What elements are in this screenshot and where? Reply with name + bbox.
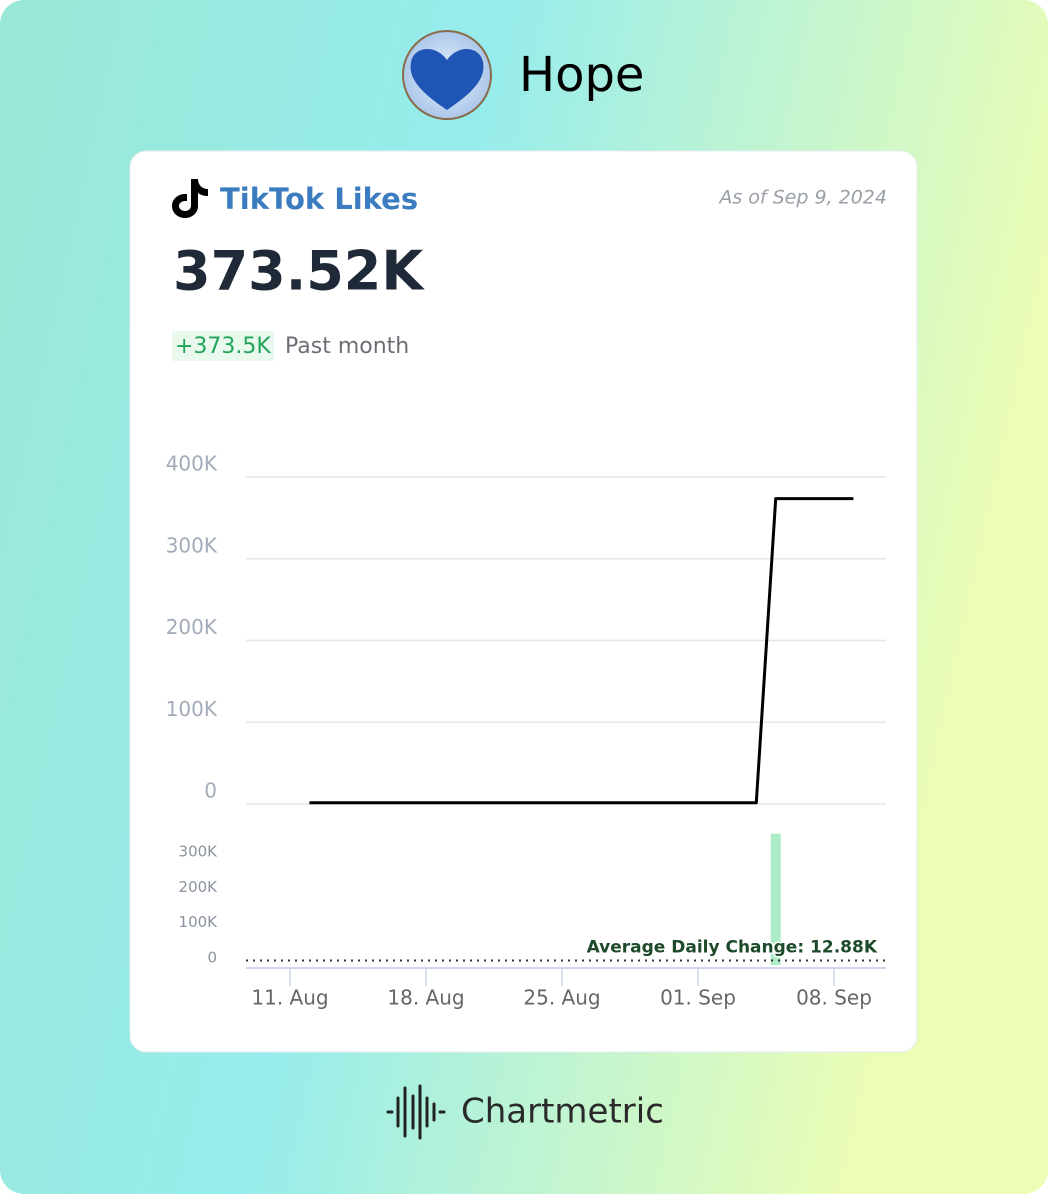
y-tick-label: 200K	[166, 615, 218, 639]
x-tick-label: 18. Aug	[387, 986, 464, 1010]
y2-tick-label: 100K	[179, 913, 219, 931]
brand: Chartmetric	[461, 1092, 664, 1132]
card-title: TikTok Likes	[220, 182, 418, 216]
bar	[770, 833, 781, 965]
y-tick-label: 300K	[166, 533, 218, 557]
x-tick-label: 01. Sep	[660, 986, 736, 1010]
average-label: Average Daily Change: 12.88K	[587, 937, 878, 957]
change-value: +373.5K	[175, 334, 271, 359]
profile-name: Hope	[519, 47, 644, 103]
chartmetric-logo	[386, 1084, 446, 1140]
tiktok-icon	[172, 179, 208, 218]
x-tick-label: 25. Aug	[523, 986, 600, 1010]
change-period: Past month	[285, 334, 409, 359]
y2-tick-label: 0	[207, 949, 217, 967]
card	[129, 150, 918, 1053]
x-tick-label: 08. Sep	[796, 986, 872, 1010]
y-tick-label: 0	[204, 779, 217, 803]
y-tick-label: 100K	[166, 697, 218, 721]
chart: 0 100K 200K 300K 400K 0 100K 200K 300K Average Da…	[166, 452, 886, 1010]
line-series	[309, 497, 854, 805]
x-tick-label: 11. Aug	[251, 986, 328, 1010]
y2-tick-label: 200K	[179, 878, 219, 896]
avatar	[402, 30, 492, 120]
y2-tick-label: 300K	[179, 843, 219, 861]
as-of-date: As of Sep 9, 2024	[717, 187, 887, 209]
y-tick-label: 400K	[166, 452, 218, 476]
total-value: 373.52K	[173, 240, 425, 303]
change-badge	[172, 331, 274, 361]
